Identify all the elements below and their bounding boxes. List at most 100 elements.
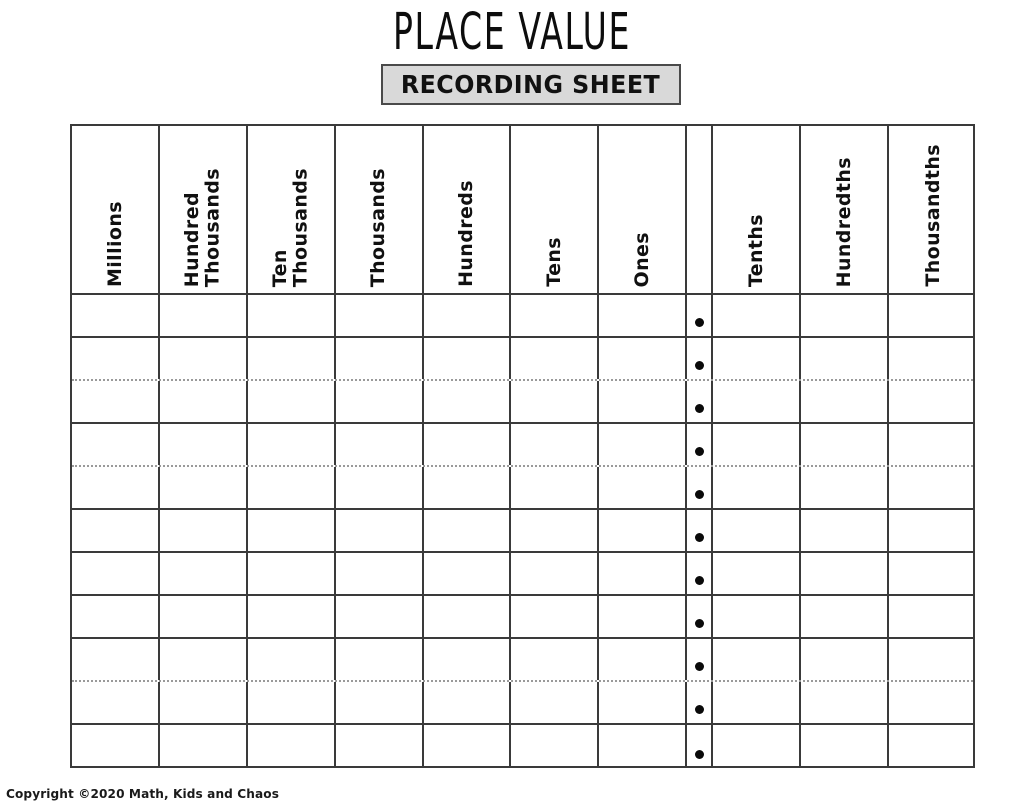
digit-cell[interactable]: [336, 338, 424, 379]
digit-cell[interactable]: [713, 725, 802, 768]
digit-cell[interactable]: [889, 295, 977, 336]
digit-cell[interactable]: [424, 553, 512, 594]
decimal-point-cell[interactable]: [687, 338, 714, 379]
digit-cell[interactable]: [336, 295, 424, 336]
digit-cell[interactable]: [512, 424, 600, 465]
digit-cell[interactable]: [889, 596, 977, 637]
digit-cell[interactable]: [599, 467, 688, 508]
digit-cell[interactable]: [713, 639, 802, 680]
digit-cell[interactable]: [336, 424, 424, 465]
digit-cell[interactable]: [336, 639, 424, 680]
digit-cell[interactable]: [512, 467, 600, 508]
decimal-point-cell[interactable]: [687, 596, 714, 637]
digit-cell[interactable]: [72, 682, 160, 723]
digit-cell[interactable]: [889, 725, 977, 768]
digit-cell[interactable]: [160, 338, 248, 379]
digit-cell[interactable]: [512, 510, 600, 551]
digit-cell[interactable]: [801, 725, 890, 768]
digit-cell[interactable]: [801, 596, 890, 637]
digit-cell[interactable]: [512, 596, 600, 637]
digit-cell[interactable]: [801, 510, 890, 551]
decimal-point-cell[interactable]: [687, 682, 714, 723]
digit-cell[interactable]: [713, 424, 802, 465]
digit-cell[interactable]: [72, 467, 160, 508]
decimal-point-cell[interactable]: [687, 725, 714, 768]
decimal-point-cell[interactable]: [687, 510, 714, 551]
digit-cell[interactable]: [512, 381, 600, 422]
digit-cell[interactable]: [336, 467, 424, 508]
digit-cell[interactable]: [72, 553, 160, 594]
decimal-point-cell[interactable]: [687, 639, 714, 680]
digit-cell[interactable]: [248, 682, 336, 723]
digit-cell[interactable]: [424, 639, 512, 680]
digit-cell[interactable]: [889, 467, 977, 508]
digit-cell[interactable]: [160, 596, 248, 637]
digit-cell[interactable]: [801, 338, 890, 379]
digit-cell[interactable]: [801, 381, 890, 422]
digit-cell[interactable]: [336, 596, 424, 637]
digit-cell[interactable]: [424, 295, 512, 336]
digit-cell[interactable]: [72, 424, 160, 465]
digit-cell[interactable]: [713, 381, 802, 422]
digit-cell[interactable]: [512, 682, 600, 723]
digit-cell[interactable]: [801, 295, 890, 336]
digit-cell[interactable]: [599, 295, 688, 336]
digit-cell[interactable]: [72, 596, 160, 637]
digit-cell[interactable]: [160, 510, 248, 551]
digit-cell[interactable]: [713, 510, 802, 551]
digit-cell[interactable]: [160, 295, 248, 336]
digit-cell[interactable]: [160, 725, 248, 768]
digit-cell[interactable]: [160, 553, 248, 594]
digit-cell[interactable]: [512, 639, 600, 680]
digit-cell[interactable]: [424, 596, 512, 637]
digit-cell[interactable]: [713, 553, 802, 594]
digit-cell[interactable]: [801, 639, 890, 680]
digit-cell[interactable]: [72, 510, 160, 551]
digit-cell[interactable]: [599, 381, 688, 422]
digit-cell[interactable]: [248, 639, 336, 680]
digit-cell[interactable]: [599, 639, 688, 680]
digit-cell[interactable]: [72, 639, 160, 680]
digit-cell[interactable]: [599, 424, 688, 465]
decimal-point-cell[interactable]: [687, 424, 714, 465]
digit-cell[interactable]: [512, 553, 600, 594]
digit-cell[interactable]: [160, 467, 248, 508]
decimal-point-cell[interactable]: [687, 553, 714, 594]
digit-cell[interactable]: [713, 338, 802, 379]
digit-cell[interactable]: [248, 725, 336, 768]
digit-cell[interactable]: [889, 639, 977, 680]
digit-cell[interactable]: [424, 682, 512, 723]
digit-cell[interactable]: [248, 424, 336, 465]
digit-cell[interactable]: [889, 510, 977, 551]
digit-cell[interactable]: [336, 553, 424, 594]
digit-cell[interactable]: [248, 553, 336, 594]
digit-cell[interactable]: [248, 510, 336, 551]
digit-cell[interactable]: [801, 682, 890, 723]
digit-cell[interactable]: [424, 381, 512, 422]
digit-cell[interactable]: [713, 596, 802, 637]
digit-cell[interactable]: [336, 682, 424, 723]
digit-cell[interactable]: [424, 510, 512, 551]
digit-cell[interactable]: [512, 295, 600, 336]
digit-cell[interactable]: [72, 725, 160, 768]
digit-cell[interactable]: [248, 467, 336, 508]
digit-cell[interactable]: [424, 725, 512, 768]
digit-cell[interactable]: [889, 553, 977, 594]
decimal-point-cell[interactable]: [687, 381, 714, 422]
digit-cell[interactable]: [599, 682, 688, 723]
digit-cell[interactable]: [72, 338, 160, 379]
digit-cell[interactable]: [713, 682, 802, 723]
digit-cell[interactable]: [424, 467, 512, 508]
digit-cell[interactable]: [72, 381, 160, 422]
digit-cell[interactable]: [160, 682, 248, 723]
digit-cell[interactable]: [248, 596, 336, 637]
digit-cell[interactable]: [801, 424, 890, 465]
digit-cell[interactable]: [72, 295, 160, 336]
digit-cell[interactable]: [599, 725, 688, 768]
digit-cell[interactable]: [160, 639, 248, 680]
digit-cell[interactable]: [889, 424, 977, 465]
digit-cell[interactable]: [248, 381, 336, 422]
digit-cell[interactable]: [801, 467, 890, 508]
digit-cell[interactable]: [160, 381, 248, 422]
digit-cell[interactable]: [424, 338, 512, 379]
